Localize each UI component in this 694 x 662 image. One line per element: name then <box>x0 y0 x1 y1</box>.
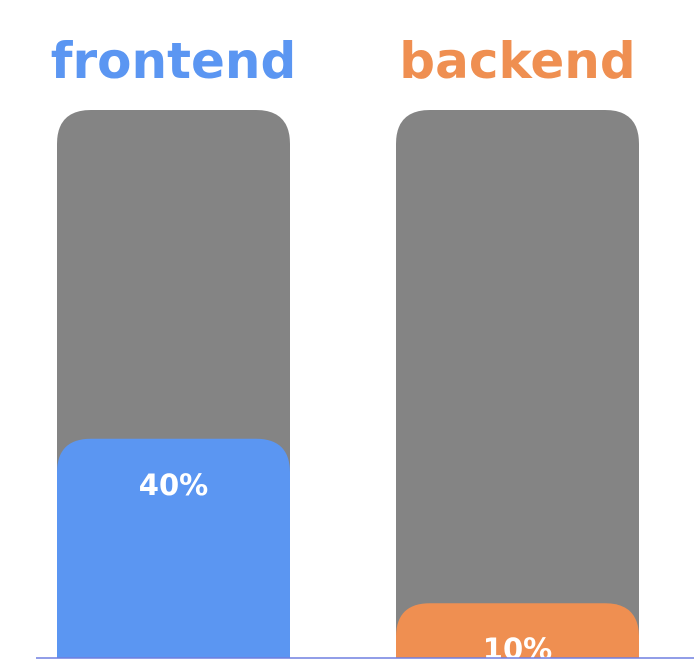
bar-title-backend: backend <box>399 32 635 90</box>
bars-layer: frontend 40% backend 10% <box>51 32 639 662</box>
bar-track-backend <box>396 110 639 658</box>
bar-title-frontend: frontend <box>51 32 297 90</box>
bar-value-label-backend: 10% <box>483 632 552 662</box>
bar-fill-backend <box>396 603 639 658</box>
bar-fill-frontend <box>57 438 290 658</box>
bar-value-label-frontend: 40% <box>139 468 208 502</box>
